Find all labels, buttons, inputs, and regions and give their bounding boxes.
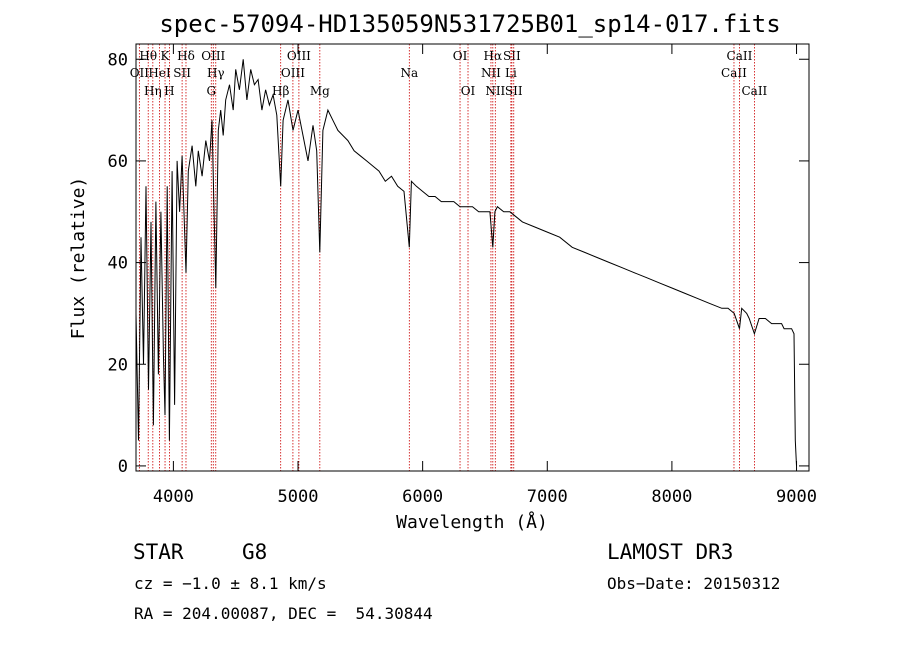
x-tick-label: 7000 xyxy=(527,487,568,507)
line-marker-label: H xyxy=(164,84,174,98)
object-class: STAR xyxy=(133,540,184,564)
obs-date: Obs−Date: 20150312 xyxy=(607,574,781,593)
x-tick-label: 8000 xyxy=(651,487,692,507)
line-marker-label: OI xyxy=(453,49,468,63)
y-tick-label: 60 xyxy=(108,152,128,172)
line-markers: OII Hθ Hη HeI K H SII Hδ OIII Hγ G Hβ OIII OIII Mg Na OI… xyxy=(130,44,768,471)
line-marker-label: Mg xyxy=(310,84,330,98)
y-axis-ticks: 0 20 40 60 80 xyxy=(108,50,809,477)
y-tick-label: 40 xyxy=(108,254,128,274)
y-tick-label: 80 xyxy=(108,50,128,70)
line-marker-label: Na xyxy=(400,66,418,80)
spectrum-line xyxy=(135,59,797,466)
x-tick-label: 9000 xyxy=(776,487,817,507)
line-marker-label: OIII xyxy=(281,66,305,80)
line-marker-label: Hα xyxy=(484,49,503,63)
x-tick-label: 6000 xyxy=(402,487,443,507)
chart-title: spec-57094-HD135059N531725B01_sp14-017.f… xyxy=(159,10,780,38)
y-tick-label: 0 xyxy=(118,457,128,477)
object-subclass: G8 xyxy=(242,540,268,564)
line-marker-label: CaII xyxy=(727,49,753,63)
line-marker-label: HeI xyxy=(148,66,171,80)
line-marker-label: SII xyxy=(173,66,191,80)
line-marker-label: SII xyxy=(505,84,523,98)
line-marker-label: Hγ xyxy=(207,66,225,80)
x-axis-ticks: 4000 5000 6000 7000 8000 9000 xyxy=(153,44,817,507)
line-marker-label: OIII xyxy=(287,49,311,63)
plot-frame xyxy=(135,43,810,472)
line-marker-label: OI xyxy=(461,84,476,98)
x-tick-label: 5000 xyxy=(278,487,319,507)
survey-name: LAMOST DR3 xyxy=(607,540,734,564)
line-marker-label: Hβ xyxy=(272,84,289,98)
line-marker-label: SII xyxy=(503,49,521,63)
line-marker-label: NII xyxy=(485,84,505,98)
cz-velocity: cz = −1.0 ± 8.1 km/s xyxy=(134,574,327,593)
line-marker-label: CaII xyxy=(721,66,747,80)
y-axis-label: Flux (relative) xyxy=(68,177,89,340)
line-marker-label: Li xyxy=(505,66,517,80)
line-marker-label: NII xyxy=(481,66,501,80)
line-marker-label: OIII xyxy=(201,49,225,63)
line-marker-label: G xyxy=(206,84,216,98)
y-tick-label: 20 xyxy=(108,355,128,375)
x-axis-label: Wavelength (Å) xyxy=(396,511,548,533)
line-marker-label: K xyxy=(161,49,171,63)
line-marker-label: Hθ xyxy=(139,49,157,63)
line-marker-label: Hδ xyxy=(177,49,195,63)
x-tick-label: 4000 xyxy=(153,487,194,507)
coordinates: RA = 204.00087, DEC = 54.30844 xyxy=(134,604,433,623)
line-marker-label: OII xyxy=(130,66,150,80)
line-marker-label: Hη xyxy=(144,84,162,98)
line-marker-label: CaII xyxy=(741,84,767,98)
